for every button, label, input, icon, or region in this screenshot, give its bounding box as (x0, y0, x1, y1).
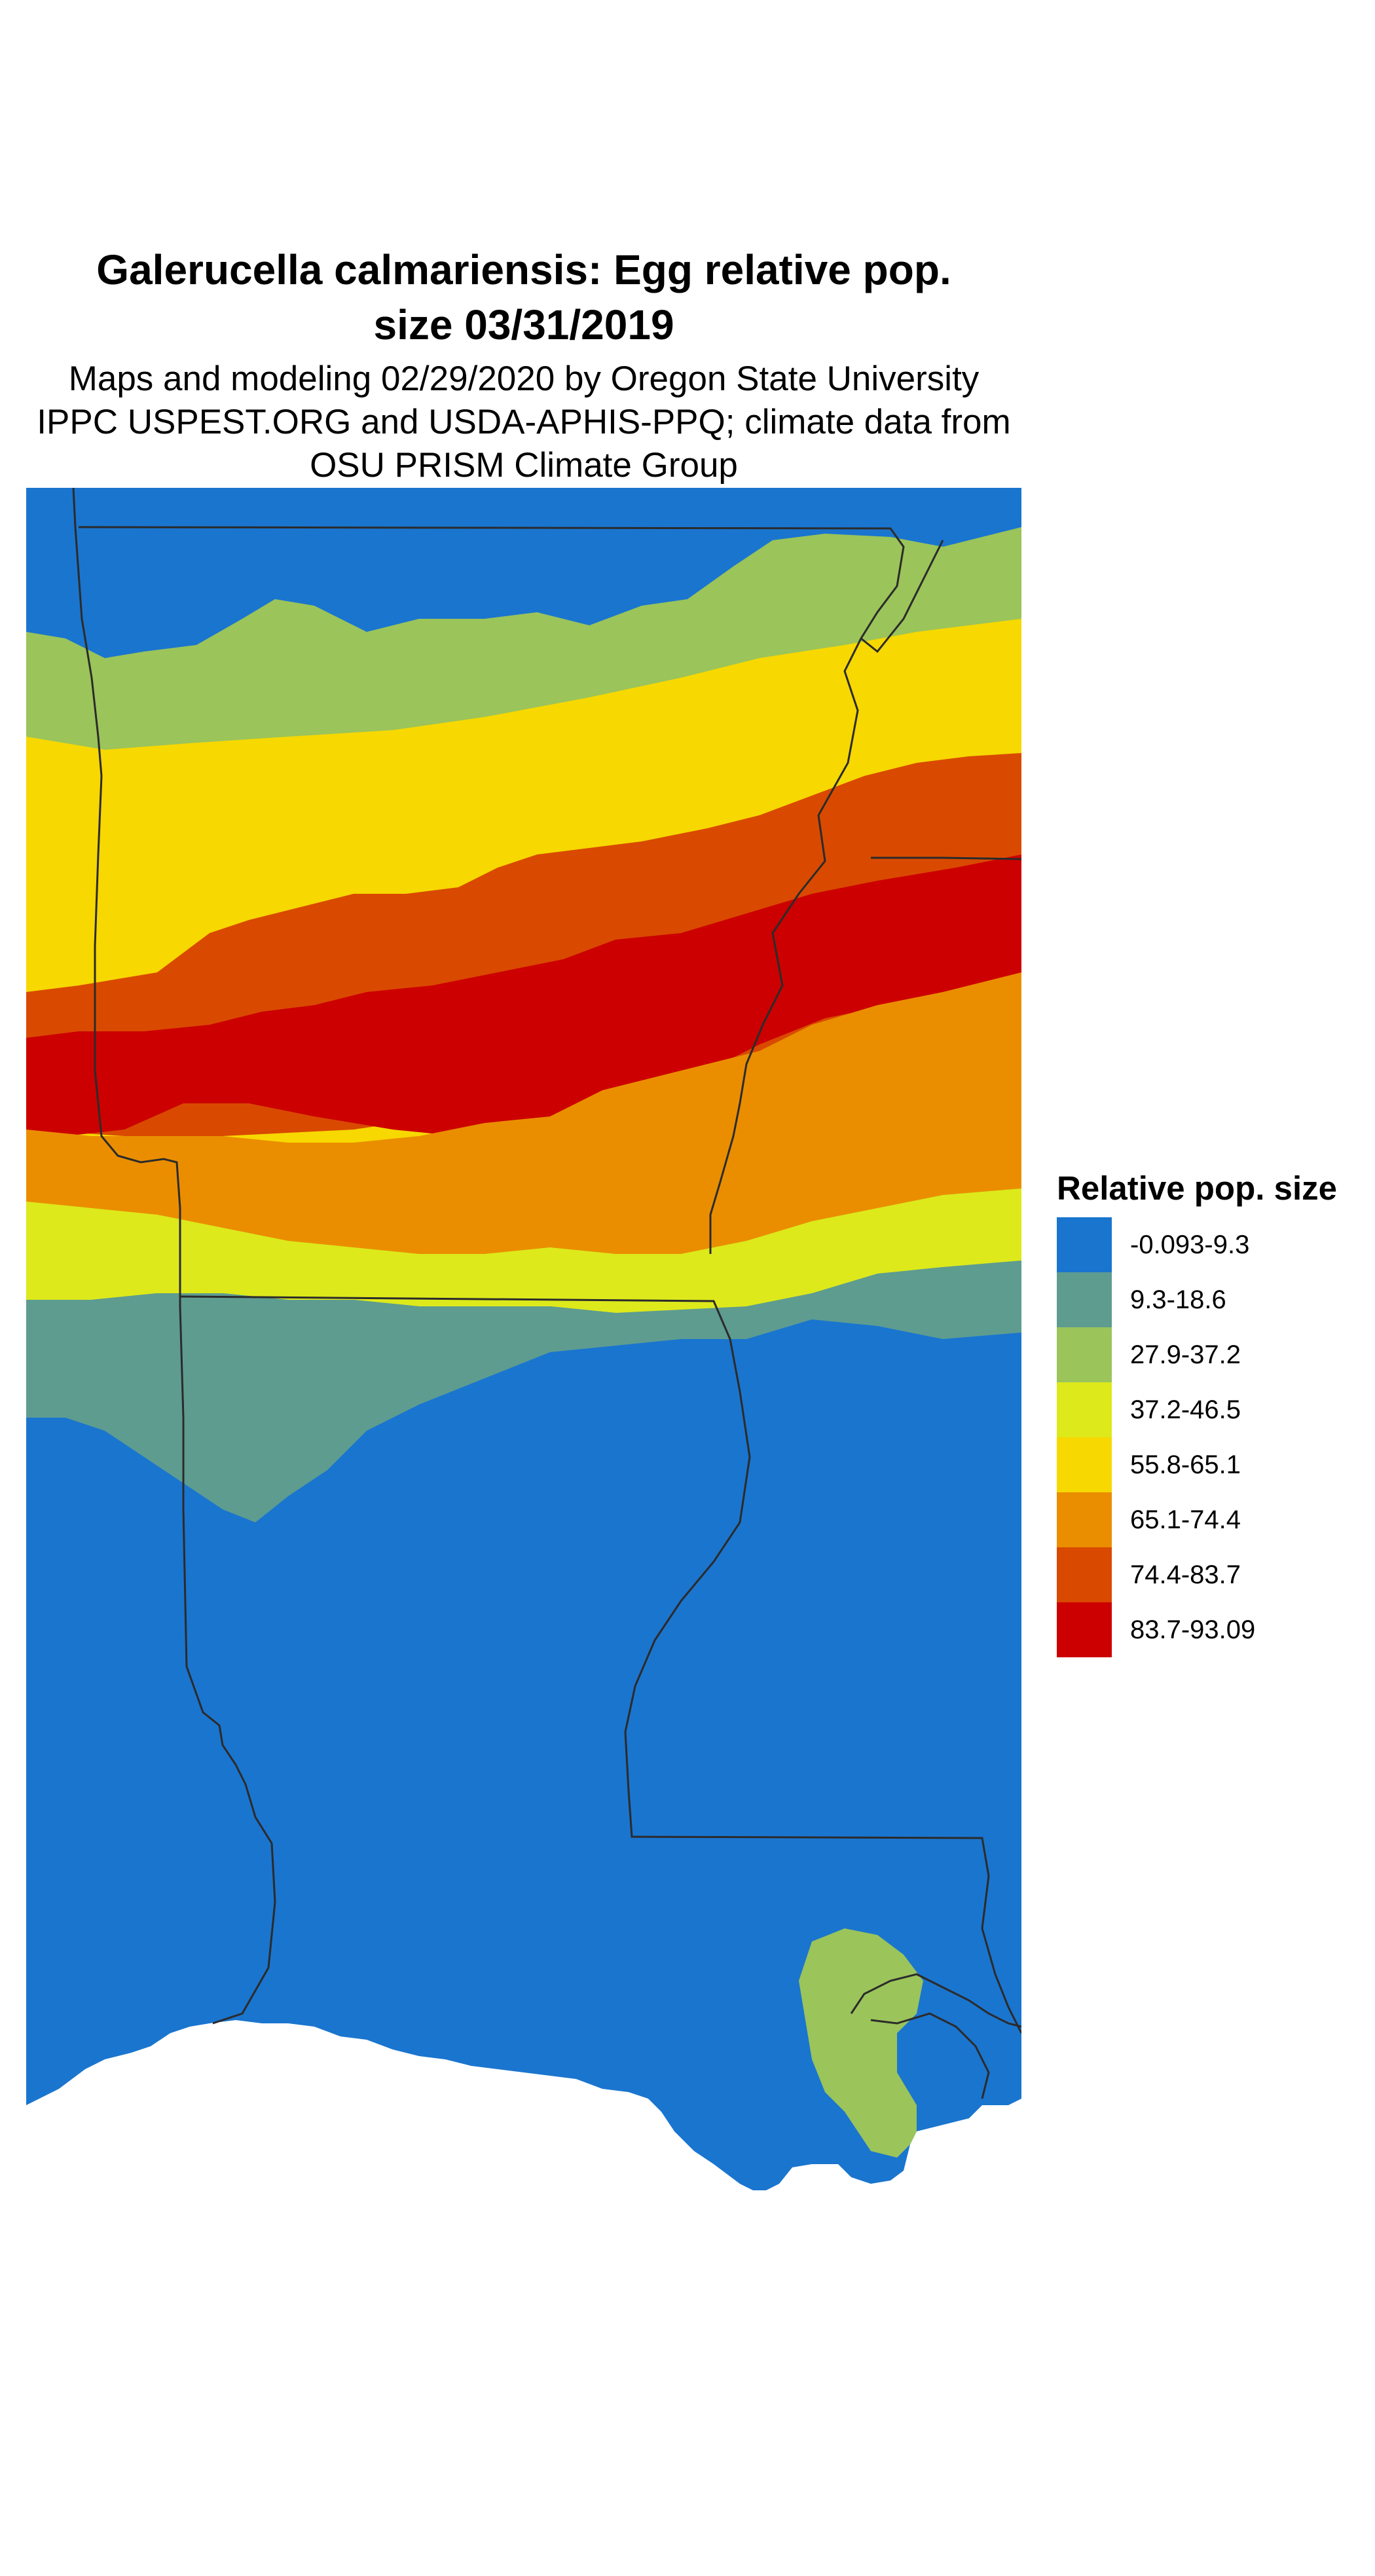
legend-item: 83.7-93.09 (1057, 1602, 1337, 1657)
state-border-tennessee-mississippi (860, 540, 944, 653)
map-title-line-2: size 03/31/2019 (373, 301, 674, 348)
population-band (26, 855, 1021, 1136)
legend-swatch (1057, 1217, 1112, 1272)
state-borders (72, 488, 1021, 2099)
population-bands (26, 488, 1021, 2190)
state-border-missouri-arkansas (78, 526, 905, 1254)
legend-item: 37.2-46.5 (1057, 1382, 1337, 1437)
map-subtitle: Maps and modeling 02/29/2020 by Oregon S… (0, 358, 1048, 487)
legend-label: 65.1-74.4 (1130, 1505, 1241, 1534)
map-title: Galerucella calmariensis: Egg relative p… (0, 242, 1048, 352)
legend-item: 65.1-74.4 (1057, 1492, 1337, 1547)
map-legend: Relative pop. size -0.093-9.3 9.3-18.6 27.… (1057, 1169, 1337, 1657)
map-title-block: Galerucella calmariensis: Egg relative p… (0, 242, 1048, 487)
map-subtitle-line-2: IPPC USPEST.ORG and USDA-APHIS-PPQ; clim… (37, 403, 1011, 441)
legend-swatch (1057, 1602, 1112, 1657)
population-band (26, 1188, 1021, 1313)
legend-swatch (1057, 1272, 1112, 1327)
map-subtitle-line-1: Maps and modeling 02/29/2020 by Oregon S… (68, 359, 980, 398)
legend-item: 55.8-65.1 (1057, 1437, 1337, 1492)
population-band (26, 1260, 1021, 1522)
map-title-line-1: Galerucella calmariensis: Egg relative p… (96, 246, 951, 293)
population-map (26, 488, 1021, 2190)
legend-item: -0.093-9.3 (1057, 1217, 1337, 1272)
legend-swatch (1057, 1547, 1112, 1602)
coastline-delta (850, 1973, 1021, 2099)
legend-items: -0.093-9.3 9.3-18.6 27.9-37.2 37.2-46.5 55.8… (1057, 1217, 1337, 1657)
legend-label: 27.9-37.2 (1130, 1340, 1241, 1369)
legend-swatch (1057, 1492, 1112, 1547)
legend-title: Relative pop. size (1057, 1169, 1337, 1207)
population-band (799, 1928, 923, 2158)
state-border-arkansas-louisiana (179, 1295, 1021, 2034)
state-border-oklahoma-arkansas (72, 488, 276, 2025)
legend-swatch (1057, 1382, 1112, 1437)
population-band (26, 972, 1021, 1260)
legend-swatch (1057, 1327, 1112, 1382)
legend-label: 55.8-65.1 (1130, 1450, 1241, 1479)
legend-label: 83.7-93.09 (1130, 1615, 1256, 1644)
legend-label: -0.093-9.3 (1130, 1230, 1250, 1259)
legend-label: 74.4-83.7 (1130, 1560, 1241, 1589)
state-border-kentucky (871, 856, 1021, 860)
legend-item: 74.4-83.7 (1057, 1547, 1337, 1602)
legend-label: 37.2-46.5 (1130, 1395, 1241, 1424)
map-subtitle-line-3: OSU PRISM Climate Group (310, 446, 738, 485)
legend-label: 9.3-18.6 (1130, 1285, 1226, 1314)
legend-item: 27.9-37.2 (1057, 1327, 1337, 1382)
legend-swatch (1057, 1437, 1112, 1492)
legend-item: 9.3-18.6 (1057, 1272, 1337, 1327)
